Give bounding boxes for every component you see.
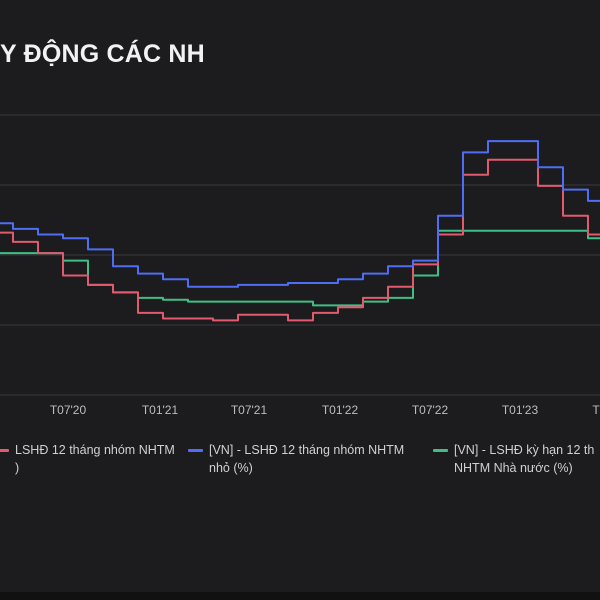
bottom-edge	[0, 592, 600, 600]
x-tick-label: T	[592, 403, 600, 417]
legend-swatch	[433, 449, 448, 452]
legend-swatch	[0, 449, 9, 452]
x-tick-label: T07'22	[412, 403, 449, 417]
series-line-2	[0, 229, 600, 307]
legend-label: [VN] - LSHĐ 12 tháng nhóm NHTM nhỏ (%)	[209, 443, 405, 475]
series-layer	[0, 140, 600, 322]
x-tick-label: T01'22	[322, 403, 359, 417]
x-tick-label: T01'21	[142, 403, 179, 417]
x-tick-label: T01'23	[502, 403, 539, 417]
legend-item-nhtm[interactable]: LSHĐ 12 tháng nhóm NHTM )	[0, 441, 175, 477]
series-line-1	[0, 158, 600, 322]
legend-item-nhtm-nho[interactable]: [VN] - LSHĐ 12 tháng nhóm NHTM nhỏ (%)	[188, 441, 404, 477]
chart-title: Y ĐỘNG CÁC NH	[0, 40, 205, 68]
x-tick-label: T07'20	[50, 403, 87, 417]
x-axis-tick-labels: T07'20 T01'21 T07'21 T01'22 T07'22 T01'23 T	[50, 403, 600, 417]
series-line-0	[0, 140, 600, 288]
legend-label: LSHĐ 12 tháng nhóm NHTM )	[15, 443, 175, 475]
legend-item-nhtm-nha-nuoc[interactable]: [VN] - LSHĐ kỳ hạn 12 th NHTM Nhà nước (…	[433, 441, 594, 477]
legend-swatch	[188, 449, 203, 452]
x-tick-label: T07'21	[231, 403, 268, 417]
legend-label: [VN] - LSHĐ kỳ hạn 12 th NHTM Nhà nước (…	[454, 443, 595, 475]
grid-layer	[0, 114, 600, 396]
